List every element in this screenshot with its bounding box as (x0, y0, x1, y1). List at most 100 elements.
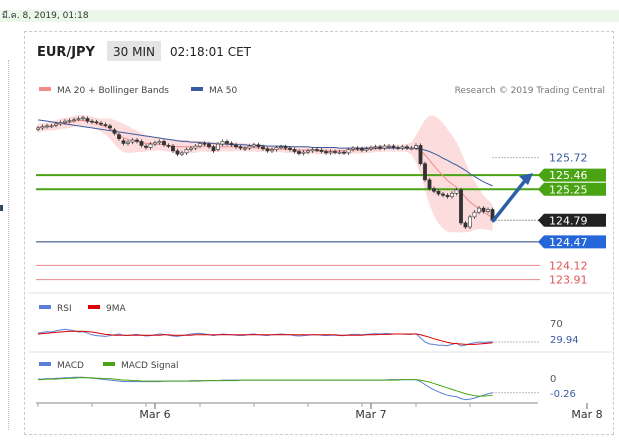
candle-body (481, 207, 486, 212)
candle-body (144, 145, 148, 148)
rsi-lines (37, 328, 540, 347)
legend-swatch-macd (39, 362, 51, 366)
candle-body (198, 143, 202, 147)
candle-body (265, 148, 270, 152)
candle-body (346, 149, 351, 154)
legend-bollinger: MA 20 + Bollinger Bands (57, 86, 169, 96)
candle-body (229, 143, 234, 146)
candle (243, 146, 247, 151)
candle-body (216, 143, 220, 150)
candle-body (103, 124, 108, 126)
candle (400, 144, 405, 151)
candle-body (90, 120, 94, 123)
candle-body (279, 146, 283, 149)
price-level-label: 124.12 (549, 259, 588, 272)
price-level-tag: 124.79 (538, 213, 606, 227)
candle (189, 146, 193, 152)
candle-body (441, 193, 445, 196)
candle (432, 186, 436, 194)
candle-body (135, 139, 139, 142)
candle-body (387, 145, 391, 148)
candle (445, 193, 450, 199)
candle-body (220, 141, 225, 145)
candle (229, 141, 234, 147)
candle (261, 144, 265, 151)
macd-level-label: 0 (550, 374, 556, 385)
rsi-current-label: 29.94 (550, 335, 579, 346)
price-level-tag: 125.46 (538, 168, 606, 182)
legend-swatch-macd-signal (103, 362, 115, 366)
candle-body (243, 147, 247, 150)
candle-body (342, 151, 346, 154)
candle (171, 144, 175, 153)
candle (409, 146, 414, 151)
candle (459, 187, 463, 225)
candle-body (180, 152, 184, 155)
candle (40, 124, 45, 130)
candle (72, 117, 76, 123)
header-interval[interactable]: 30 MIN (113, 45, 155, 59)
price-level-tag-bg (538, 182, 606, 196)
candle (324, 149, 328, 155)
candle (252, 142, 256, 149)
candle-body (193, 145, 198, 149)
legend-ma50: MA 50 (209, 86, 238, 96)
candle-body (292, 149, 297, 152)
candle-body (373, 146, 378, 149)
candle (274, 145, 279, 152)
candle (193, 144, 198, 151)
candle-body (382, 145, 387, 149)
candle (373, 144, 378, 150)
candle-body (153, 142, 157, 145)
candle-body (49, 125, 54, 128)
rsi-panel: RSI 9MA 70 29.94 (37, 304, 609, 347)
candle-body (54, 123, 58, 126)
candle-body (310, 149, 315, 152)
candle-body (364, 148, 369, 151)
candle-body (301, 151, 306, 154)
candle (234, 142, 238, 149)
legend-rsi: RSI (57, 304, 72, 314)
candle-body (396, 147, 400, 149)
candle (148, 142, 153, 150)
candle-body (486, 209, 490, 212)
candle (396, 145, 400, 151)
header-interval-box[interactable] (107, 41, 161, 61)
candle-body (427, 179, 432, 189)
rsi-level-label: 70 (550, 319, 563, 330)
legend-swatch-rsi (39, 305, 51, 309)
candle (405, 144, 409, 151)
candle-body (306, 150, 310, 153)
candle (85, 116, 90, 124)
price-level-label: 124.79 (549, 214, 588, 227)
candle (328, 149, 333, 155)
legend-swatch-rsi-ma (88, 305, 100, 309)
candle (108, 123, 112, 130)
candle (139, 139, 144, 148)
price-level-label: 125.46 (549, 169, 588, 182)
macd-current-label: -0.26 (550, 389, 576, 400)
candle (436, 189, 441, 196)
candle (265, 146, 270, 153)
candle (292, 147, 297, 154)
time-axis-tick-label: Mar 8 (571, 408, 602, 421)
candle-body (261, 146, 265, 150)
price-panel: MA 20 + Bollinger Bands MA 50 Research ©… (36, 86, 606, 287)
candle-body (414, 145, 418, 149)
candle-body (256, 144, 261, 148)
candle (162, 139, 166, 147)
candle-body (108, 125, 112, 129)
candle-body (58, 122, 63, 125)
candle (121, 138, 126, 146)
price-level-tag: 124.47 (538, 235, 606, 249)
candle (414, 143, 418, 151)
price-levels-layer (36, 157, 540, 281)
candle (468, 214, 472, 230)
candle-body (121, 140, 126, 144)
candle-body (67, 120, 72, 122)
candle (333, 149, 337, 155)
candle (256, 142, 261, 149)
candles-layer (36, 115, 495, 230)
candle (450, 191, 454, 199)
